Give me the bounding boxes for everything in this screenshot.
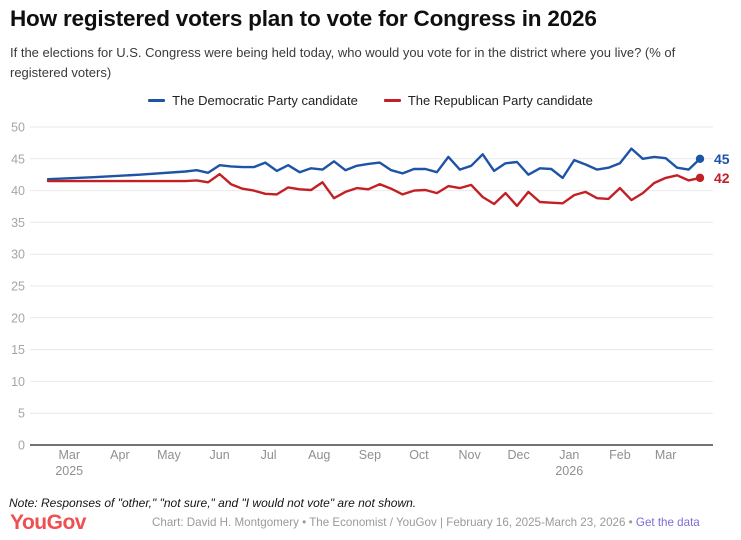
x-tick-label: Sep (359, 448, 381, 462)
x-tick-label: Nov (458, 448, 481, 462)
y-tick-label: 45 (11, 152, 25, 166)
legend-item-democratic: The Democratic Party candidate (148, 93, 358, 108)
democratic-line (46, 147, 702, 181)
legend-item-republican: The Republican Party candidate (383, 93, 593, 108)
x-tick-label: May (157, 448, 181, 462)
y-tick-label: 10 (11, 375, 25, 389)
y-tick-label: 5 (18, 407, 25, 421)
legend-label-republican: The Republican Party candidate (407, 93, 593, 108)
chart-legend: The Democratic Party candidate The Repub… (0, 93, 741, 108)
republican-line (46, 172, 702, 208)
credit-text: Chart: David H. Montgomery • The Economi… (152, 516, 636, 529)
footnote: Note: Responses of "other," "not sure," … (9, 496, 417, 510)
y-tick-label: 15 (11, 343, 25, 357)
y-tick-label: 40 (11, 184, 25, 198)
get-the-data-link[interactable]: Get the data (635, 516, 700, 529)
democratic-end-value-label: 45 (714, 151, 730, 167)
page-title: How registered voters plan to vote for C… (10, 6, 597, 31)
x-tick-label: Oct (409, 448, 429, 462)
x-tick-year-label: 2025 (55, 464, 83, 478)
democratic-line-swatch (148, 99, 166, 102)
x-tick-label: Feb (609, 448, 631, 462)
x-tick-label: Jan (559, 448, 579, 462)
legend-label-democratic: The Democratic Party candidate (172, 93, 358, 108)
x-tick-label: Jul (261, 448, 277, 462)
y-tick-label: 50 (11, 121, 25, 135)
credit-line: Chart: David H. Montgomery • The Economi… (152, 516, 737, 529)
y-tick-label: 0 (18, 439, 25, 453)
republican-line-swatch (383, 99, 401, 102)
democratic-end-dot (695, 154, 705, 163)
x-tick-label: Dec (507, 448, 529, 462)
x-tick-year-label: 2026 (555, 464, 583, 478)
x-tick-label: Mar (58, 448, 80, 462)
chart-subtitle: If the elections for U.S. Congress were … (10, 45, 676, 80)
republican-end-dot (695, 173, 705, 183)
y-tick-label: 30 (11, 248, 25, 262)
y-tick-label: 25 (11, 280, 25, 294)
x-tick-label: Mar (655, 448, 677, 462)
x-tick-label: Jun (210, 448, 230, 462)
republican-end-value-label: 42 (714, 170, 730, 186)
y-tick-label: 20 (11, 311, 25, 325)
y-tick-label: 35 (11, 216, 25, 230)
x-tick-label: Aug (308, 448, 330, 462)
yougov-logo: YouGov (10, 511, 86, 534)
x-tick-label: Apr (110, 448, 129, 462)
